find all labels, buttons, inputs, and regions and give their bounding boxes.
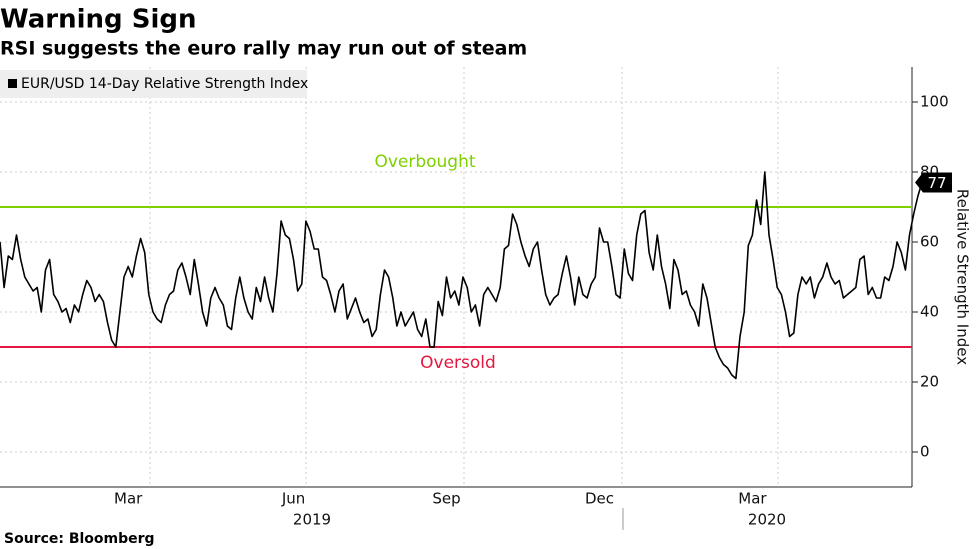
x-tick-label: Mar — [114, 490, 143, 508]
y-tick-label: 0 — [920, 443, 930, 461]
y-tick-label: 60 — [920, 233, 939, 251]
y-tick-label: 40 — [920, 303, 939, 321]
chart-subtitle: RSI suggests the euro rally may run out … — [0, 38, 527, 60]
vertical-grid — [149, 67, 779, 487]
x-tick-label: Mar — [738, 490, 767, 508]
last-value-tag — [915, 172, 952, 193]
x-tick-label: Jun — [281, 490, 305, 508]
x-tick-label: Dec — [585, 490, 614, 508]
legend-box — [0, 70, 307, 98]
x-tick-label: Sep — [432, 490, 460, 508]
x-group-label: 2019 — [293, 511, 331, 529]
reference-label: Oversold — [420, 353, 496, 373]
x-group-label: 2020 — [748, 511, 786, 529]
reference-label: Overbought — [374, 152, 475, 172]
legend-label: EUR/USD 14-Day Relative Strength Index — [21, 76, 308, 92]
y-tick-label: 100 — [920, 93, 949, 111]
chart-title: Warning Sign — [0, 5, 196, 35]
y-axis-label: Relative Strength Index — [954, 189, 972, 365]
last-value-label: 77 — [927, 174, 946, 192]
y-tick-label: 20 — [920, 373, 939, 391]
legend-swatch — [8, 79, 17, 88]
source: Source: Bloomberg — [4, 531, 155, 547]
line — [0, 171, 923, 380]
legend: EUR/USD 14-Day Relative Strength Index — [0, 70, 308, 98]
